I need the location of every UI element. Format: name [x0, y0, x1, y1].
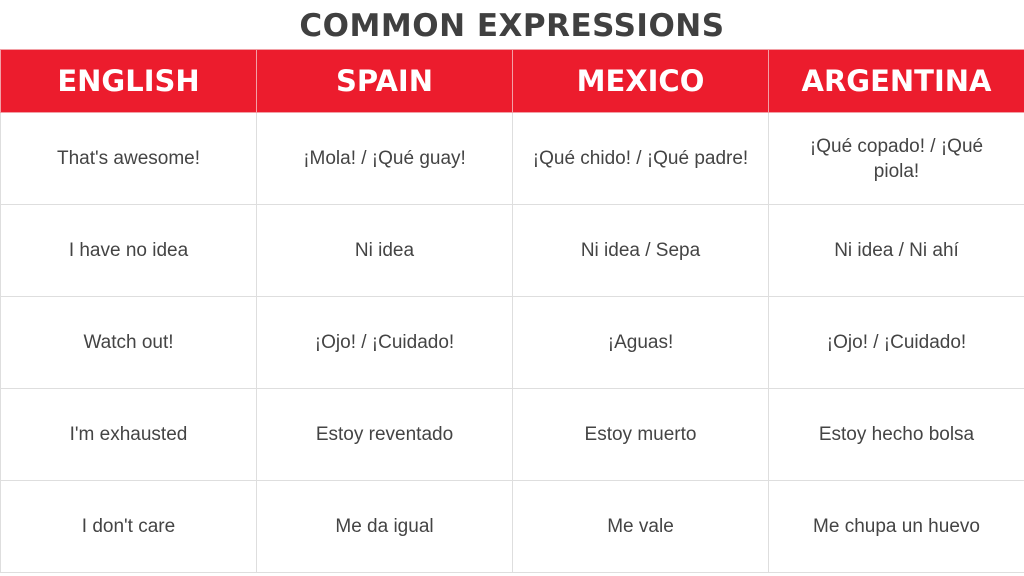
table-row: Watch out! ¡Ojo! / ¡Cuidado! ¡Aguas! ¡Ojo! …	[0, 296, 1024, 389]
page-title: COMMON EXPRESSIONS	[299, 8, 725, 44]
cell-english: That's awesome!	[0, 112, 257, 205]
cell-spain: ¡Ojo! / ¡Cuidado!	[256, 296, 513, 389]
cell-mexico: Estoy muerto	[512, 388, 769, 481]
table-row: That's awesome! ¡Mola! / ¡Qué guay! ¡Qué c…	[0, 112, 1024, 205]
expressions-table: ENGLISH SPAIN MEXICO ARGENTINA That's aw…	[0, 49, 1024, 573]
table-row: I have no idea Ni idea Ni idea / Sepa Ni id…	[0, 204, 1024, 297]
cell-english: I don't care	[0, 480, 257, 573]
cell-argentina: Estoy hecho bolsa	[768, 388, 1024, 481]
cell-spain: Ni idea	[256, 204, 513, 297]
cell-argentina: ¡Ojo! / ¡Cuidado!	[768, 296, 1024, 389]
cell-mexico: ¡Qué chido! / ¡Qué padre!	[512, 112, 769, 205]
cell-argentina: Ni idea / Ni ahí	[768, 204, 1024, 297]
cell-english: I have no idea	[0, 204, 257, 297]
column-header-mexico: MEXICO	[512, 49, 769, 113]
cell-english: Watch out!	[0, 296, 257, 389]
cell-spain: Me da igual	[256, 480, 513, 573]
column-header-english: ENGLISH	[0, 49, 257, 113]
cell-mexico: ¡Aguas!	[512, 296, 769, 389]
cell-spain: Estoy reventado	[256, 388, 513, 481]
table-row: I'm exhausted Estoy reventado Estoy muerto…	[0, 388, 1024, 481]
cell-mexico: Ni idea / Sepa	[512, 204, 769, 297]
cell-argentina: ¡Qué copado! / ¡Qué piola!	[768, 112, 1024, 205]
header-row: ENGLISH SPAIN MEXICO ARGENTINA	[0, 49, 1024, 113]
cell-mexico: Me vale	[512, 480, 769, 573]
table-row: I don't care Me da igual Me vale Me chupa u…	[0, 480, 1024, 573]
cell-spain: ¡Mola! / ¡Qué guay!	[256, 112, 513, 205]
column-header-argentina: ARGENTINA	[768, 49, 1024, 113]
cell-english: I'm exhausted	[0, 388, 257, 481]
cell-argentina: Me chupa un huevo	[768, 480, 1024, 573]
column-header-spain: SPAIN	[256, 49, 513, 113]
